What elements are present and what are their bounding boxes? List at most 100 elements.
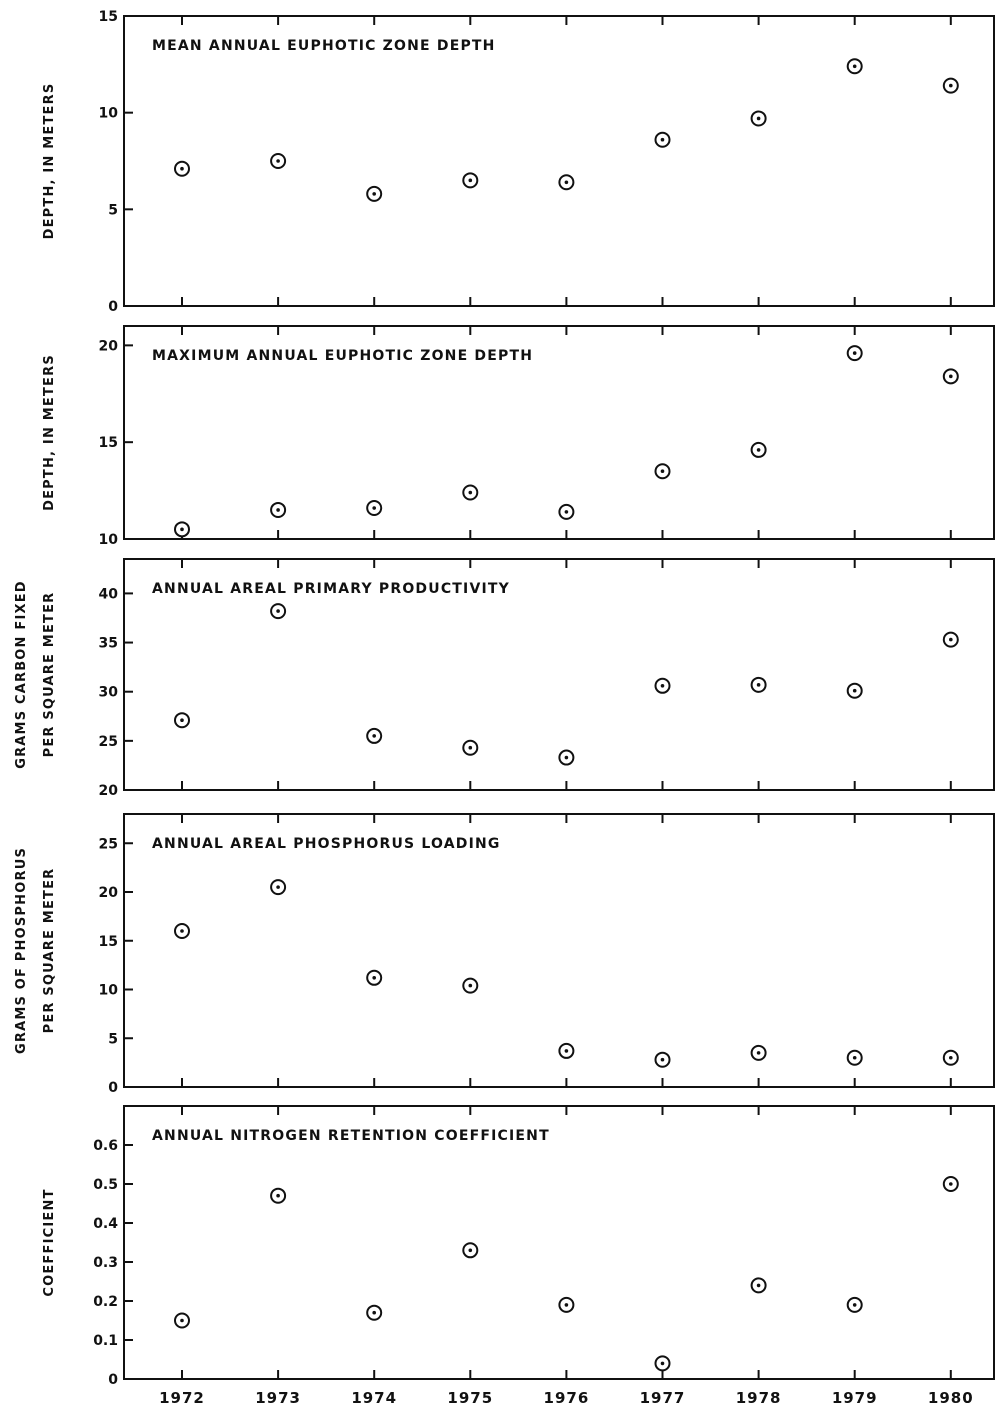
data-point-dot: [180, 527, 184, 532]
data-point: [366, 1304, 383, 1321]
data-point: [558, 174, 575, 191]
data-point-dot: [660, 469, 665, 474]
data-point-dot: [660, 137, 665, 142]
data-point-dot: [372, 976, 377, 980]
panel-4: 0 5 10 15 20 25 ANNUAL AREAL PHOSPHORUS LOADIN…: [14, 813, 995, 1096]
x-tick-label: 1977: [640, 1389, 686, 1407]
data-point: [750, 441, 767, 458]
data-point-dot: [180, 1318, 184, 1323]
data-point: [270, 501, 287, 518]
data-point-dot: [276, 885, 280, 889]
data-point: [942, 1049, 959, 1066]
data-point: [366, 185, 383, 202]
data-point-dot: [660, 1057, 665, 1062]
data-point: [558, 503, 575, 520]
data-point-dot: [180, 929, 184, 933]
y-tick-label: 10: [99, 532, 119, 548]
data-point: [654, 1355, 671, 1372]
data-point: [846, 345, 863, 362]
data-point: [750, 110, 767, 127]
data-point: [750, 676, 767, 693]
data-point-dot: [564, 1303, 569, 1307]
panel-frame: [123, 813, 995, 1088]
x-tick-label: 1974: [351, 1389, 397, 1407]
x-tick-label: 1972: [159, 1389, 205, 1407]
data-point: [846, 682, 863, 699]
data-point-dot: [852, 351, 857, 355]
data-point-dot: [852, 64, 857, 69]
data-point: [558, 749, 575, 766]
data-point: [174, 521, 190, 538]
data-point-dot: [276, 159, 280, 163]
data-point: [270, 153, 287, 169]
data-point: [174, 923, 190, 939]
y-axis-label: DEPTH, IN METERS: [42, 83, 57, 240]
data-point-dot: [372, 506, 377, 510]
data-point-dot: [372, 192, 377, 196]
data-point: [654, 677, 671, 694]
x-tick-label: 1978: [736, 1389, 782, 1407]
y-tick-label: 35: [99, 636, 118, 652]
data-point: [174, 712, 190, 729]
y-tick-label: 25: [99, 734, 118, 750]
data-point-dot: [180, 166, 184, 171]
panel-3: 20 25 30 35 40 ANNUAL AREAL PRIMARY PRODUCTIV…: [14, 558, 995, 799]
panel-frame: [123, 325, 995, 540]
data-point-dot: [468, 490, 473, 495]
y-tick-label: 0: [108, 1080, 118, 1096]
data-point: [942, 631, 959, 648]
data-point: [270, 603, 287, 620]
data-point-dot: [276, 609, 280, 613]
y-tick-label: 20: [99, 338, 119, 354]
data-point: [366, 969, 383, 986]
data-point: [846, 58, 863, 75]
data-point-dot: [468, 745, 473, 750]
y-tick-label: 0: [108, 1372, 118, 1388]
data-point: [462, 172, 479, 189]
data-point-dot: [372, 734, 377, 738]
panel-frame: [123, 1105, 995, 1380]
data-point-dot: [660, 1361, 665, 1366]
data-point: [750, 1277, 767, 1294]
data-point-dot: [564, 510, 569, 514]
data-point-dot: [276, 1193, 280, 1198]
x-tick-label: 1980: [928, 1389, 974, 1407]
data-point-dot: [756, 683, 761, 687]
data-point: [462, 1242, 479, 1259]
panel-title: ANNUAL NITROGEN RETENTION COEFFICIENT: [152, 1128, 550, 1144]
data-point: [270, 1187, 287, 1204]
data-point-dot: [372, 1310, 377, 1315]
y-tick-label: 5: [108, 202, 118, 218]
data-point-dot: [564, 755, 569, 760]
panel-title: ANNUAL AREAL PHOSPHORUS LOADING: [152, 836, 501, 852]
data-point: [558, 1042, 575, 1059]
y-tick-label: 15: [99, 934, 118, 950]
data-point-dot: [756, 1051, 761, 1055]
data-point: [462, 739, 479, 756]
data-point: [846, 1049, 863, 1066]
data-point-dot: [949, 83, 953, 88]
x-tick-label: 1976: [544, 1389, 590, 1407]
x-tick-label: 1973: [255, 1389, 301, 1407]
panel-title: ANNUAL AREAL PRIMARY PRODUCTIVITY: [152, 581, 510, 597]
y-tick-label: 0.4: [93, 1216, 118, 1232]
y-tick-label: 0.1: [93, 1333, 118, 1349]
panel-1: 0 5 10 15 MEAN ANNUAL EUPHOTIC ZONE DEPTH DEP…: [42, 9, 995, 315]
data-point: [366, 500, 383, 517]
data-point: [174, 1312, 190, 1329]
y-axis-label: DEPTH, IN METERS: [42, 354, 57, 511]
data-point-dot: [468, 178, 473, 183]
data-point-dot: [756, 448, 761, 452]
panel-title: MEAN ANNUAL EUPHOTIC ZONE DEPTH: [152, 38, 496, 54]
data-point-dot: [852, 688, 857, 693]
data-point: [846, 1296, 863, 1313]
y-axis-label: PER SQUARE METER: [42, 592, 57, 758]
y-axis-label: PER SQUARE METER: [42, 868, 57, 1034]
data-point-dot: [756, 116, 761, 121]
y-tick-label: 20: [99, 885, 119, 901]
data-point: [942, 1176, 959, 1192]
data-point-dot: [276, 508, 280, 512]
y-tick-label: 30: [99, 685, 119, 701]
x-tick-label: 1975: [447, 1389, 493, 1407]
data-point: [366, 727, 383, 744]
